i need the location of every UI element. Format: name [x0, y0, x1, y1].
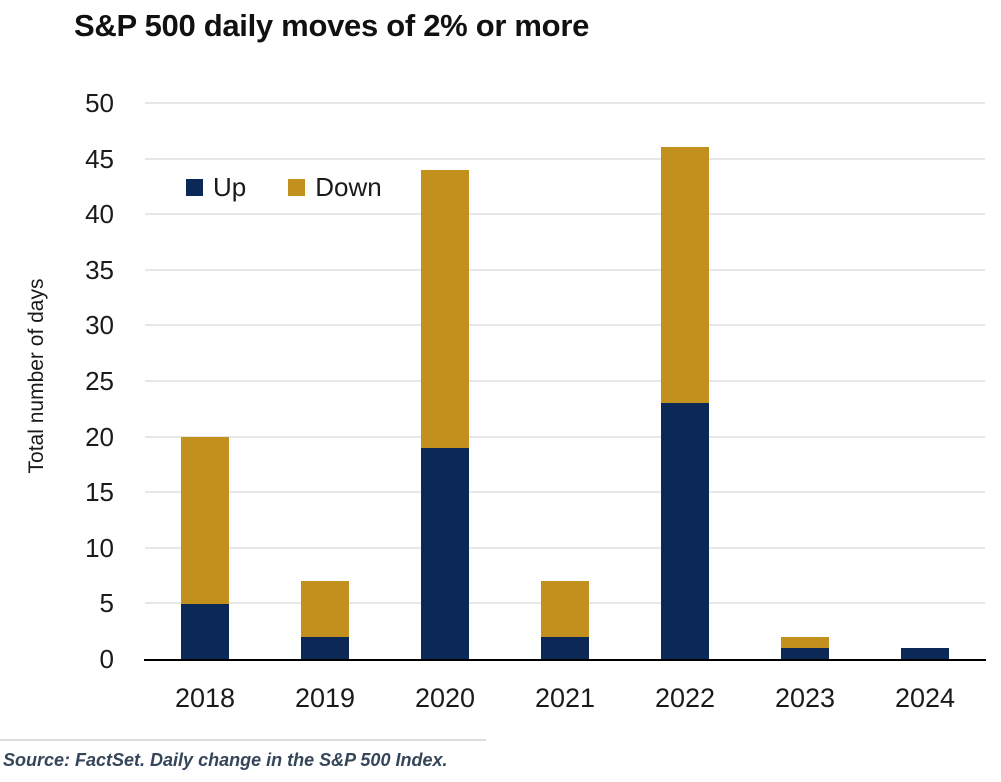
bar-2019-up: [301, 637, 349, 659]
bar-2023-down: [781, 637, 829, 648]
x-tick-label-2018: 2018: [174, 683, 236, 713]
bar-2021-up: [541, 637, 589, 659]
x-tick-label-2021: 2021: [534, 683, 596, 713]
bar-2022-down: [661, 147, 709, 403]
y-tick-label-25: 25: [85, 366, 114, 396]
bar-2018-down: [181, 437, 229, 604]
bar-2022-up: [661, 403, 709, 659]
gridline-15: [145, 491, 985, 493]
x-tick-label-2024: 2024: [894, 683, 956, 713]
y-tick-label-20: 20: [85, 422, 114, 452]
gridline-25: [145, 380, 985, 382]
bar-2020-down: [421, 170, 469, 448]
y-tick-label-50: 50: [85, 88, 114, 118]
bar-2020-up: [421, 448, 469, 659]
source-note: Source: FactSet. Daily change in the S&P…: [3, 750, 448, 770]
y-tick-label-10: 10: [85, 533, 114, 563]
gridline-10: [145, 547, 985, 549]
gridline-40: [145, 213, 985, 215]
gridline-20: [145, 436, 985, 438]
x-tick-label-2022: 2022: [654, 683, 716, 713]
y-tick-label-0: 0: [99, 644, 114, 674]
y-tick-label-5: 5: [99, 588, 114, 618]
x-tick-label-2020: 2020: [414, 683, 476, 713]
bar-2023-up: [781, 648, 829, 659]
bar-2024-up: [901, 648, 949, 659]
y-tick-label-15: 15: [85, 477, 114, 507]
gridline-35: [145, 269, 985, 271]
y-tick-label-40: 40: [85, 199, 114, 229]
gridline-30: [145, 324, 985, 326]
legend-label-down: Down: [315, 172, 382, 202]
gridline-45: [145, 158, 985, 160]
gridline-50: [145, 102, 985, 104]
legend-item-up: Up: [186, 172, 246, 203]
legend-item-down: Down: [288, 172, 382, 203]
footer-divider: [0, 739, 486, 741]
y-tick-label-45: 45: [85, 144, 114, 174]
x-tick-label-2019: 2019: [294, 683, 356, 713]
y-axis-title: Total number of days: [25, 278, 48, 474]
chart-title: S&P 500 daily moves of 2% or more: [74, 8, 590, 43]
bar-2018-up: [181, 603, 229, 659]
legend-swatch-down-icon: [288, 179, 306, 196]
legend-label-up: Up: [213, 172, 247, 202]
bar-2021-down: [541, 581, 589, 637]
y-tick-label-30: 30: [85, 310, 114, 340]
x-tick-label-2023: 2023: [774, 683, 836, 713]
y-tick-label-35: 35: [85, 255, 114, 285]
bar-2019-down: [301, 581, 349, 637]
x-axis-line: [144, 659, 986, 661]
legend: Up Down: [186, 172, 382, 203]
legend-swatch-up-icon: [186, 179, 203, 196]
